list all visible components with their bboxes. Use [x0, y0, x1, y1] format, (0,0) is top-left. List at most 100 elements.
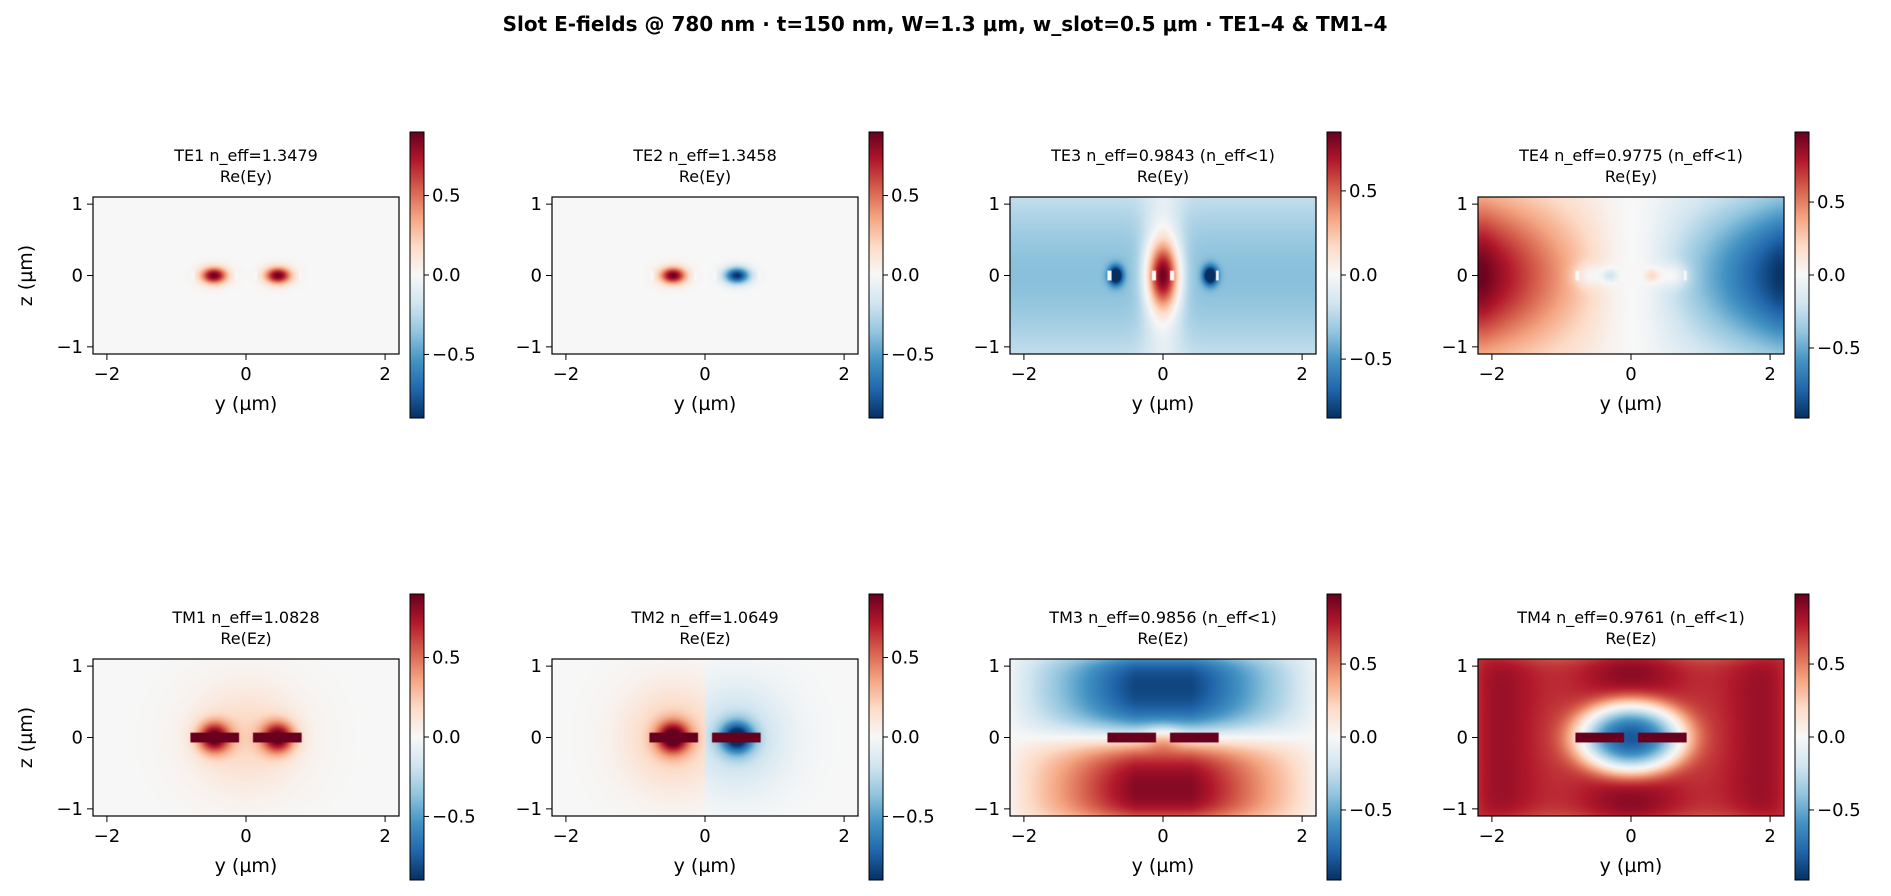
- y-tick-label: 0: [72, 728, 83, 749]
- y-tick-label: 0: [1457, 728, 1468, 749]
- y-tick-label: −1: [1441, 337, 1468, 358]
- colorbar-tick-label: 0.0: [891, 727, 920, 748]
- colorbar-tick-label: −0.5: [432, 806, 476, 827]
- x-tick-label: −2: [1011, 364, 1038, 385]
- x-tick-label: 2: [379, 826, 390, 847]
- x-tick-label: 0: [699, 364, 710, 385]
- y-tick-label: −1: [515, 337, 542, 358]
- x-tick-label: 0: [1625, 364, 1636, 385]
- panel-subtitle: Re(Ez): [679, 629, 730, 648]
- colorbar-tick-label: 0.0: [432, 727, 461, 748]
- colorbar-tick-label: −0.5: [432, 344, 476, 365]
- figure-title: Slot E-fields @ 780 nm · t=150 nm, W=1.3…: [503, 12, 1388, 36]
- panel-tm3: TM3 n_eff=0.9856 (n_eff<1)Re(Ez) −2 0 2 1 0 −1…: [973, 593, 1393, 881]
- y-axis-label: z (µm): [15, 707, 37, 768]
- colorbar-tick-label: −0.5: [891, 344, 935, 365]
- x-tick-label: 2: [1764, 826, 1775, 847]
- panel-subtitle: Re(Ez): [220, 629, 271, 648]
- panel-te4: TE4 n_eff=0.9775 (n_eff<1)Re(Ey) −2 0 2 1 0 −1…: [1441, 131, 1861, 419]
- y-tick-label: 0: [531, 728, 542, 749]
- field-heatmap: [1010, 659, 1316, 816]
- field-heatmap: [1478, 659, 1784, 816]
- y-tick-label: 0: [531, 266, 542, 287]
- x-axis-label: y (µm): [1132, 855, 1195, 877]
- x-tick-label: 2: [1296, 826, 1307, 847]
- y-tick-label: −1: [515, 799, 542, 820]
- field-heatmap: [93, 197, 399, 354]
- y-axis-label: z (µm): [15, 245, 37, 306]
- panel-te3: TE3 n_eff=0.9843 (n_eff<1)Re(Ey) −2 0 2 1 0 −1…: [973, 131, 1393, 419]
- panel-title: TE4 n_eff=0.9775 (n_eff<1): [1518, 146, 1743, 166]
- y-tick-label: 1: [531, 194, 542, 215]
- panel-title: TE1 n_eff=1.3479: [173, 146, 318, 166]
- x-tick-label: 0: [699, 826, 710, 847]
- x-tick-label: −2: [94, 826, 121, 847]
- colorbar-tick-label: −0.5: [891, 806, 935, 827]
- panel-tm4: TM4 n_eff=0.9761 (n_eff<1)Re(Ez) −2 0 2 1 0 −1…: [1441, 593, 1861, 881]
- x-axis-label: y (µm): [215, 393, 278, 415]
- colorbar-tick-label: 0.5: [1349, 654, 1378, 675]
- y-tick-label: −1: [56, 799, 83, 820]
- y-tick-label: 0: [72, 266, 83, 287]
- colorbar-tick-label: 0.5: [1349, 181, 1378, 202]
- colorbar-tick-label: 0.0: [432, 265, 461, 286]
- y-tick-label: 0: [989, 728, 1000, 749]
- y-tick-label: −1: [56, 337, 83, 358]
- y-tick-label: 0: [989, 266, 1000, 287]
- panel-subtitle: Re(Ey): [220, 167, 272, 186]
- x-axis-label: y (µm): [674, 855, 737, 877]
- colorbar: [868, 593, 884, 881]
- x-tick-label: 2: [838, 826, 849, 847]
- colorbar-tick-label: 0.0: [891, 265, 920, 286]
- colorbar-tick-label: 0.0: [1349, 265, 1378, 286]
- colorbar-tick-label: 0.5: [432, 186, 461, 207]
- panel-subtitle: Re(Ez): [1605, 629, 1656, 648]
- x-tick-label: −2: [1479, 364, 1506, 385]
- y-tick-label: 1: [1457, 656, 1468, 677]
- colorbar-tick-label: 0.5: [891, 186, 920, 207]
- colorbar-tick-label: −0.5: [1349, 800, 1393, 821]
- y-tick-label: 1: [72, 656, 83, 677]
- colorbar-tick-label: 0.5: [1817, 654, 1846, 675]
- panel-title: TM3 n_eff=0.9856 (n_eff<1): [1048, 608, 1276, 628]
- field-heatmap: [552, 197, 858, 354]
- colorbar-tick-label: 0.0: [1817, 727, 1846, 748]
- colorbar: [1794, 593, 1810, 881]
- y-tick-label: 1: [531, 656, 542, 677]
- field-heatmap: [552, 659, 858, 816]
- field-heatmap: [93, 659, 399, 816]
- colorbar-tick-label: −0.5: [1817, 800, 1861, 821]
- x-tick-label: −2: [553, 826, 580, 847]
- colorbar-tick-label: 0.0: [1349, 727, 1378, 748]
- panel-subtitle: Re(Ey): [679, 167, 731, 186]
- colorbar: [1326, 593, 1342, 881]
- colorbar-tick-label: 0.5: [891, 648, 920, 669]
- y-tick-label: 1: [1457, 194, 1468, 215]
- panel-title: TM1 n_eff=1.0828: [171, 608, 319, 628]
- colorbar: [409, 593, 425, 881]
- x-tick-label: 0: [240, 364, 251, 385]
- x-tick-label: 2: [1296, 364, 1307, 385]
- y-tick-label: −1: [1441, 799, 1468, 820]
- x-axis-label: y (µm): [674, 393, 737, 415]
- x-tick-label: −2: [94, 364, 121, 385]
- y-tick-label: 1: [989, 656, 1000, 677]
- colorbar: [1326, 131, 1342, 419]
- panel-title: TM4 n_eff=0.9761 (n_eff<1): [1516, 608, 1744, 628]
- colorbar: [868, 131, 884, 419]
- y-tick-label: 1: [989, 194, 1000, 215]
- colorbar-tick-label: −0.5: [1349, 349, 1393, 370]
- panel-subtitle: Re(Ey): [1605, 167, 1657, 186]
- panel-title: TE2 n_eff=1.3458: [632, 146, 777, 166]
- colorbar: [409, 131, 425, 419]
- x-axis-label: y (µm): [1600, 855, 1663, 877]
- panel-title: TM2 n_eff=1.0649: [630, 608, 778, 628]
- colorbar-tick-label: −0.5: [1817, 338, 1861, 359]
- x-tick-label: −2: [1011, 826, 1038, 847]
- y-tick-label: 1: [72, 194, 83, 215]
